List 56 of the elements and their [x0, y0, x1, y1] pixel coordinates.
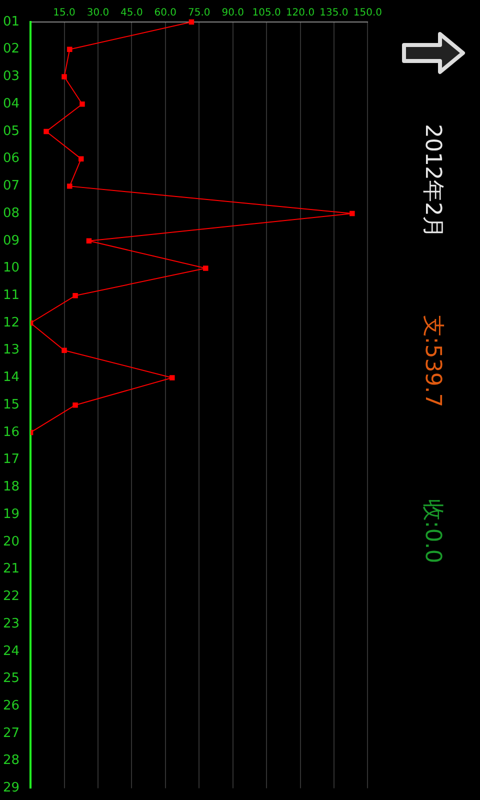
point	[44, 128, 49, 134]
point	[62, 74, 67, 80]
y-tick-label: 23	[2, 616, 20, 632]
y-tick-label: 22	[2, 589, 20, 604]
y-tick-label: 15	[2, 397, 20, 412]
point	[72, 402, 78, 408]
point	[67, 184, 72, 189]
text: 2012年2月	[418, 124, 446, 238]
y-tick-label: 16	[2, 424, 20, 440]
x-tick-label: 135.0	[320, 8, 348, 19]
x-tick-label: 15.0	[53, 8, 76, 19]
x-tick-label: 105.0	[252, 8, 281, 19]
y-tick-label: 17	[2, 452, 20, 468]
y-tick-label: 01	[2, 14, 20, 30]
y-tick-label: 29	[2, 780, 20, 796]
y-tick-label: 14	[2, 370, 20, 386]
y-tick-label: 11	[2, 288, 20, 304]
y-tick-label: 06	[2, 151, 20, 166]
y-tick-label: 28	[2, 753, 20, 768]
x-tick-label: 150.0	[353, 8, 382, 19]
y-tick-label: 19	[2, 506, 20, 522]
y-tick-label: 05	[2, 124, 20, 139]
y-tick-label: 12	[2, 315, 20, 330]
x-tick-label: 60.0	[154, 8, 177, 19]
y-tick-label: 04	[2, 96, 20, 112]
y-tick-label: 27	[2, 726, 20, 741]
y-tick-label: 09	[2, 233, 20, 248]
y-tick-label: 24	[2, 644, 20, 659]
y-tick-label: 18	[2, 480, 20, 495]
point	[78, 156, 84, 162]
y-tick-label: 25	[2, 671, 20, 686]
y-tick-label: 03	[2, 69, 20, 84]
point	[72, 293, 78, 298]
point	[188, 19, 194, 25]
y-tick-label: 13	[2, 342, 20, 358]
point	[80, 101, 85, 107]
point	[203, 266, 208, 271]
y-tick-label: 26	[2, 698, 20, 714]
point	[170, 375, 175, 380]
x-tick-label: 120.0	[286, 8, 315, 19]
y-tick-label: 02	[2, 42, 20, 57]
y-tick-label: 08	[2, 206, 20, 221]
y-tick-label: 20	[2, 534, 20, 550]
point	[86, 238, 92, 244]
point	[350, 210, 355, 216]
x-tick-label: 75.0	[188, 8, 210, 19]
point	[67, 46, 72, 52]
x-tick-label: 45.0	[120, 8, 143, 19]
text: 支:539.7	[418, 314, 446, 408]
y-tick-label: 07	[2, 178, 20, 194]
text: 收:0.0	[418, 498, 446, 564]
x-tick-label: 90.0	[222, 8, 244, 19]
point	[62, 348, 67, 353]
x-tick-label: 30.0	[86, 8, 110, 19]
y-tick-label: 21	[2, 562, 20, 577]
y-tick-label: 10	[2, 260, 20, 276]
